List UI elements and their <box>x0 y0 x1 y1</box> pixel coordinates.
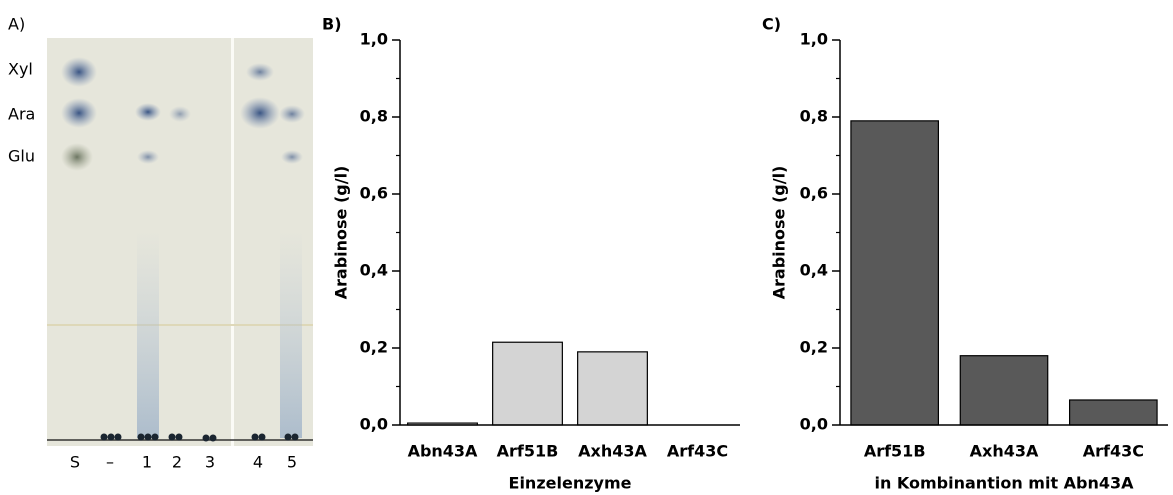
lane-label: 5 <box>287 453 297 472</box>
x-tick-label: Abn43A <box>408 442 478 461</box>
y-tick-label: 0,0 <box>360 415 388 434</box>
lane-label: S <box>70 453 80 472</box>
marker-label: Xyl <box>8 60 33 79</box>
y-tick-label: 0,2 <box>800 338 828 357</box>
lane-label: 2 <box>172 453 182 472</box>
y-tick-label: 0,4 <box>360 261 388 280</box>
bar <box>1068 399 1158 426</box>
x-tick-label: Arf43C <box>1083 442 1144 461</box>
x-axis-title: Einzelenzyme <box>509 474 632 493</box>
x-tick-label: Arf51B <box>497 442 559 461</box>
x-tick-label: Arf43C <box>667 442 728 461</box>
bar <box>492 341 563 426</box>
x-tick-label: Axh43A <box>578 442 647 461</box>
x-tick-label: Axh43A <box>970 442 1039 461</box>
bar <box>850 120 940 426</box>
lane-label: 1 <box>142 453 152 472</box>
marker-label: Glu <box>8 147 35 166</box>
y-tick-label: 0,8 <box>360 107 388 126</box>
y-tick-label: 0,4 <box>800 261 828 280</box>
lane-label: – <box>106 453 114 472</box>
x-axis-title: in Kombinantion mit Abn43A <box>874 474 1134 493</box>
panel-label: B) <box>322 15 342 34</box>
y-tick-label: 0,0 <box>800 415 828 434</box>
y-axis-title: Arabinose (g/l) <box>332 166 351 300</box>
y-tick-label: 0,2 <box>360 338 388 357</box>
panel-label: A) <box>8 15 25 34</box>
tlc-plate <box>47 38 313 446</box>
marker-label: Ara <box>8 105 35 124</box>
y-tick-label: 1,0 <box>800 30 828 49</box>
lane-label: 4 <box>253 453 263 472</box>
bar <box>959 355 1049 426</box>
y-tick-label: 1,0 <box>360 30 388 49</box>
lane-label: 3 <box>205 453 215 472</box>
panel-label: C) <box>762 15 781 34</box>
y-tick-label: 0,6 <box>800 184 828 203</box>
y-tick-label: 0,6 <box>360 184 388 203</box>
y-axis-title: Arabinose (g/l) <box>770 166 789 300</box>
y-tick-label: 0,8 <box>800 107 828 126</box>
bar <box>577 351 648 426</box>
x-tick-label: Arf51B <box>864 442 926 461</box>
